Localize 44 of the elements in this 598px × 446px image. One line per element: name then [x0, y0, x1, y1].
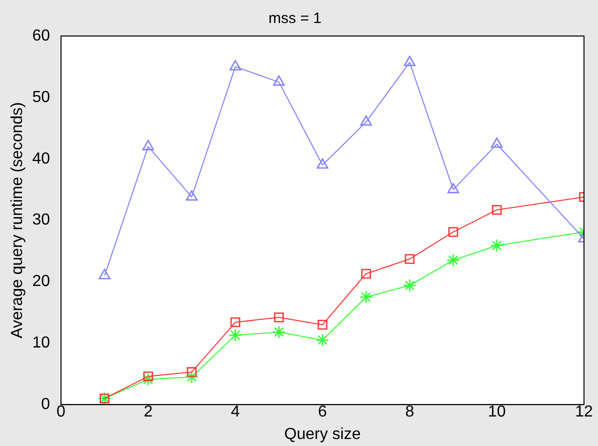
point	[404, 56, 416, 66]
y-tick-label: 10	[32, 334, 50, 352]
point	[185, 370, 198, 384]
y-tick-label: 40	[32, 150, 50, 168]
y-axis-title: Average query runtime (seconds)	[9, 102, 26, 338]
point	[98, 268, 110, 280]
point	[186, 190, 198, 201]
point	[359, 290, 373, 304]
point	[274, 312, 284, 322]
y-tick-label: 30	[32, 212, 50, 229]
x-tick-label: 4	[230, 404, 240, 421]
point	[228, 328, 242, 342]
y-tick-label: 20	[32, 273, 50, 290]
x-tick-label: 2	[144, 404, 153, 421]
x-tick-label: 12	[575, 404, 593, 421]
point	[229, 60, 242, 70]
point	[230, 317, 240, 328]
point	[361, 268, 371, 279]
x-tick-label: 8	[405, 404, 414, 421]
y-tick-label: 60	[32, 27, 50, 44]
point	[142, 140, 154, 150]
point	[143, 371, 154, 382]
point	[490, 238, 504, 252]
point	[448, 227, 458, 237]
x-axis-title: Query size	[284, 426, 361, 443]
point	[404, 254, 415, 264]
chart-title: mss = 1	[268, 10, 322, 28]
point	[316, 333, 330, 347]
point	[318, 320, 328, 330]
point	[446, 254, 460, 267]
x-tick-label: 6	[318, 404, 328, 421]
y-tick-label: 50	[32, 88, 50, 106]
point	[273, 75, 285, 86]
point	[272, 325, 286, 339]
point	[403, 278, 416, 292]
point	[360, 115, 372, 126]
point	[490, 137, 503, 148]
point	[492, 204, 502, 215]
point	[186, 367, 197, 377]
x-tick-label: 10	[488, 404, 506, 421]
point	[142, 372, 155, 386]
point	[447, 182, 460, 194]
point	[316, 158, 328, 169]
x-tick-label: 0	[56, 404, 66, 421]
